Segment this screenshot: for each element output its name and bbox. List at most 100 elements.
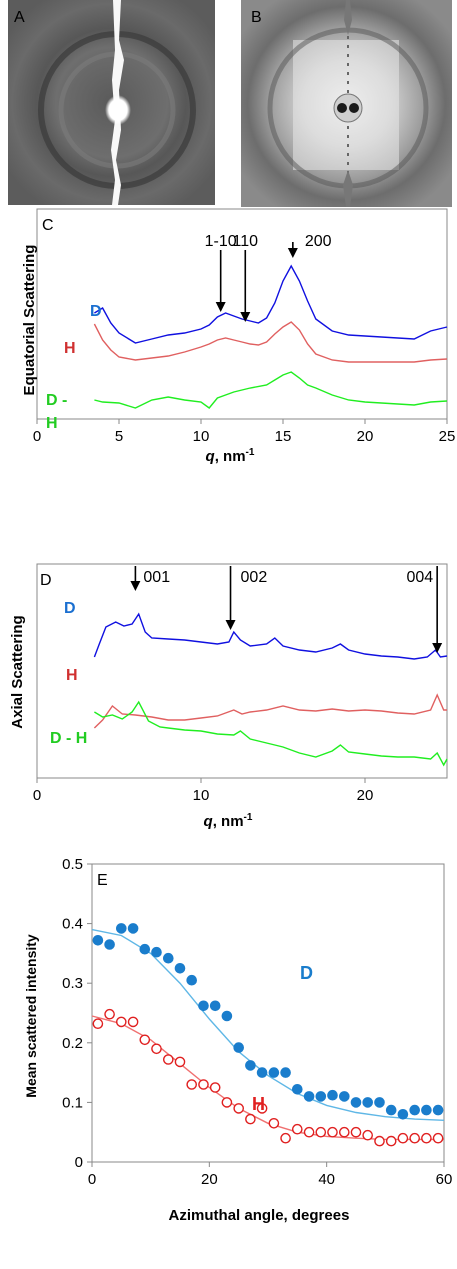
panel-e-point-h xyxy=(315,1126,327,1138)
panel-d-frame xyxy=(36,563,448,779)
panel-e-xtick-label: 0 xyxy=(88,1171,96,1188)
panel-e-legend-h: H xyxy=(252,1094,265,1114)
panel-e-point-h xyxy=(409,1132,421,1144)
panel-a-image: A xyxy=(8,0,215,205)
panel-e-point-d xyxy=(186,974,197,986)
panel-e-fit-d xyxy=(91,928,445,1121)
panel-e-fit-h xyxy=(91,1015,444,1141)
panel-e-point-h xyxy=(221,1097,233,1108)
panel-c-series-h xyxy=(93,321,448,363)
panel-e-label: E xyxy=(97,872,108,889)
panel-d-ylabel: Axial Scattering xyxy=(9,615,26,728)
panel-e-point-h xyxy=(198,1079,209,1090)
panel-a-label: A xyxy=(14,9,25,26)
panel-e-point-d xyxy=(233,1042,244,1053)
panel-e-point-h xyxy=(256,1103,268,1114)
panel-e-legend-d: D xyxy=(300,963,313,983)
panel-e-point-d xyxy=(280,1067,291,1078)
panel-e-point-h xyxy=(327,1126,338,1138)
panel-e-point-d xyxy=(350,1097,362,1108)
panel-e-point-d xyxy=(104,939,115,950)
panel-e-point-d xyxy=(245,1060,256,1071)
panel-e-point-d xyxy=(221,1010,233,1022)
panel-e-point-h xyxy=(116,1016,127,1028)
panel-c-xtick-label: 5 xyxy=(115,428,123,445)
panel-b-streak-top xyxy=(344,0,352,35)
panel-c-xtick-label: 20 xyxy=(357,428,374,445)
panel-e-point-d xyxy=(432,1104,444,1116)
panel-e-point-d xyxy=(327,1089,338,1101)
panel-e-point-h xyxy=(303,1126,315,1138)
panel-e-point-d xyxy=(362,1097,374,1108)
panel-d-annotation-002: 002 xyxy=(241,569,268,586)
panel-e-chart: E 0 20 40 60 0 0.1 0.2 0.3 0.4 0.5 Mean scattered… xyxy=(23,856,452,1224)
panel-d-legend-h: H xyxy=(66,667,78,684)
panel-e-point-d xyxy=(268,1067,280,1078)
panel-e-point-h xyxy=(151,1043,162,1055)
panel-c-xtick-label: 0 xyxy=(33,428,41,445)
panel-e-point-h xyxy=(139,1034,151,1046)
panel-c-arrowhead-110 xyxy=(240,312,251,322)
panel-a-center-spot xyxy=(105,95,131,125)
panel-e-point-d xyxy=(303,1091,315,1102)
panel-b-spot-right xyxy=(349,103,359,113)
panel-e-point-d xyxy=(209,1000,221,1012)
panel-e-point-h xyxy=(421,1132,432,1144)
panel-c-arrowhead-200 xyxy=(287,248,298,258)
panel-d-arrowhead-001 xyxy=(130,581,141,591)
panel-e-point-d xyxy=(198,1000,209,1012)
panel-e-point-d xyxy=(151,946,162,958)
panel-e-point-d xyxy=(315,1091,327,1102)
panel-d-series-d-h xyxy=(94,700,448,767)
panel-e-frame xyxy=(91,863,445,1163)
panel-c-ylabel: Equatorial Scattering xyxy=(21,245,38,396)
panel-e-point-d xyxy=(127,923,139,934)
panel-e-point-h xyxy=(280,1132,291,1144)
panel-e-ytick-label: 0.4 xyxy=(62,916,83,933)
panel-e-xtick-label: 60 xyxy=(436,1171,453,1188)
panel-e-point-h xyxy=(291,1123,303,1135)
panel-d-label: D xyxy=(40,572,52,589)
panel-e-point-h xyxy=(92,1018,104,1030)
panel-e-point-h xyxy=(174,1056,186,1068)
panel-e-point-h xyxy=(233,1103,244,1114)
panel-e-ytick-label: 0.5 xyxy=(62,856,83,873)
panel-b-streak-bottom xyxy=(343,170,353,207)
panel-e-xtick-label: 20 xyxy=(201,1171,218,1188)
panel-d-series-h xyxy=(93,693,447,729)
panel-d-arrowhead-004 xyxy=(432,643,443,653)
panel-e-point-h xyxy=(245,1113,256,1125)
panel-d-xlabel: q, nm-1 xyxy=(204,812,253,830)
panel-c-series-d-h xyxy=(94,371,448,409)
panel-c-arrowhead-1-10 xyxy=(215,302,226,312)
panel-d-annotation-004: 004 xyxy=(406,569,433,586)
panel-c-annotation-1-10: 1-10 xyxy=(205,233,237,250)
panel-c-series-d xyxy=(94,264,448,344)
panel-e-ytick-label: 0.2 xyxy=(62,1035,83,1052)
panel-c-annotation-200: 200 xyxy=(305,233,332,250)
panel-d-series-d xyxy=(93,612,448,660)
panel-e-ytick-label: 0.1 xyxy=(62,1094,83,1111)
panel-c-label: C xyxy=(42,217,54,234)
panel-c-annotation-110: 110 xyxy=(233,233,259,250)
panel-e-ytick-label: 0.3 xyxy=(62,975,83,992)
panel-e-xtick-label: 40 xyxy=(318,1171,335,1188)
panel-e-point-d xyxy=(116,923,127,934)
panel-b-center xyxy=(333,93,363,123)
panel-e-ylabel: Mean scattered intensity xyxy=(23,934,39,1098)
panel-c-legend-dh-line2: H xyxy=(46,415,58,432)
panel-d-annotation-001: 001 xyxy=(143,569,170,586)
panel-c-legend-d: D xyxy=(90,303,102,320)
panel-c-legend-h: H xyxy=(64,340,76,357)
panel-e-point-h xyxy=(397,1132,409,1144)
panel-e-point-d xyxy=(338,1091,350,1102)
panel-e-point-d xyxy=(385,1104,397,1116)
panel-b-image: B xyxy=(241,0,452,207)
panel-e-xlabel: Azimuthal angle, degrees xyxy=(169,1207,350,1224)
panel-e-point-h xyxy=(338,1126,350,1138)
panel-e-point-h xyxy=(432,1132,444,1144)
panel-d-legend-d: D xyxy=(64,600,76,617)
panel-e-point-h xyxy=(362,1129,374,1141)
